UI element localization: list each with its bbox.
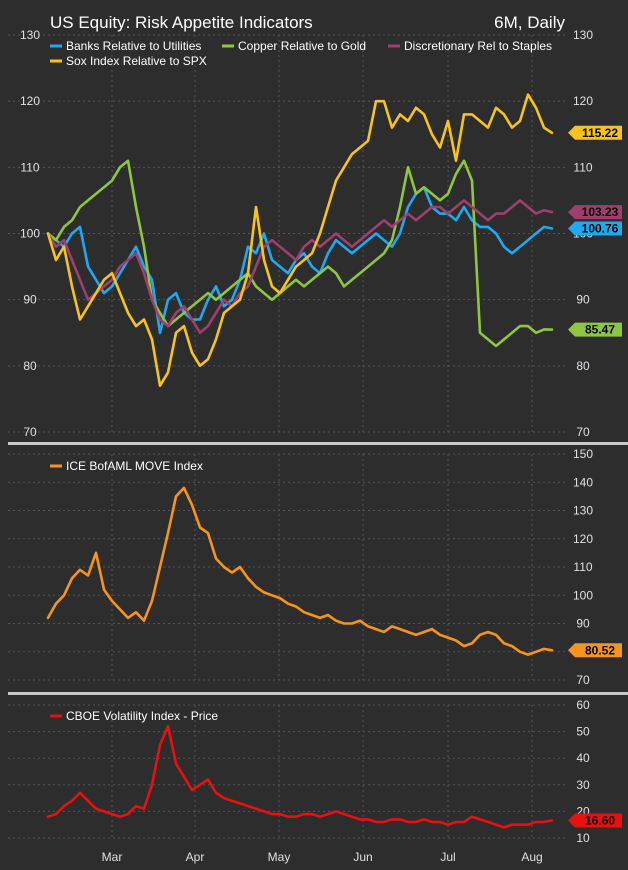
last-value-tag: [568, 813, 622, 828]
y-tick-label-right: 30: [576, 778, 590, 792]
legend-label: Copper Relative to Gold: [238, 39, 366, 53]
chart-title: US Equity: Risk Appetite Indicators: [50, 13, 313, 32]
legend-label: Sox Index Relative to SPX: [66, 54, 207, 68]
last-value-tag: [568, 205, 622, 220]
y-tick-label-left: 100: [20, 227, 40, 241]
y-tick-label-right: 80: [576, 359, 590, 373]
y-tick-label-right: 10: [576, 831, 590, 845]
last-value-label: 115.22: [582, 126, 618, 140]
last-value-tag: [568, 322, 622, 337]
y-tick-label-right: 100: [573, 588, 593, 602]
last-value-label: 100.76: [582, 221, 619, 235]
y-tick-label-right: 140: [573, 475, 593, 489]
y-tick-label-right: 120: [573, 94, 593, 108]
y-tick-label-left: 130: [20, 28, 40, 42]
last-value-label: 85.47: [585, 323, 615, 337]
x-tick-label-aug: Aug: [521, 850, 542, 864]
y-tick-label-right: 70: [576, 425, 590, 439]
y-tick-label-left: 120: [20, 94, 40, 108]
panel-divider-top: [8, 442, 628, 445]
y-tick-label-right: 110: [573, 160, 592, 174]
legend-label: ICE BofAML MOVE Index: [66, 459, 203, 473]
last-value-label: 16.60: [585, 813, 615, 827]
y-tick-label-left: 90: [23, 293, 37, 307]
y-tick-label-right: 130: [573, 504, 593, 518]
y-tick-label-right: 40: [576, 751, 590, 765]
y-tick-label-left: 110: [20, 160, 39, 174]
legend-label: Banks Relative to Utilities: [66, 39, 201, 53]
x-tick-label-may: May: [268, 850, 291, 864]
series-line-banks-relative-to-utilities: [46, 185, 554, 335]
y-tick-label-right: 60: [576, 698, 590, 712]
last-value-label: 80.52: [585, 643, 615, 657]
legend-label: Discretionary Rel to Staples: [404, 39, 552, 53]
x-tick-label-jul: Jul: [440, 850, 455, 864]
plot-layer: 70 70 80 80 90 90 100 100 110 110 120 120 130 130 Bank…: [8, 28, 622, 864]
series-line-cboe-volatility-index-price: [46, 724, 554, 829]
x-tick-label-mar: Mar: [102, 850, 123, 864]
series-line-sox-index-relative-to-spx: [46, 93, 554, 388]
last-value-label: 103.23: [582, 205, 619, 219]
last-value-tag: [568, 221, 622, 236]
series-line-copper-relative-to-gold: [46, 159, 554, 348]
y-tick-label-left: 80: [23, 359, 37, 373]
series-line-ice-bofaml-move-index: [46, 486, 554, 656]
panel-divider-bottom: [8, 692, 628, 695]
y-tick-label-right: 150: [573, 447, 593, 461]
last-value-tag: [568, 125, 622, 140]
y-tick-label-right: 120: [573, 532, 593, 546]
y-tick-label-right: 130: [573, 28, 593, 42]
x-tick-label-apr: Apr: [186, 850, 205, 864]
y-tick-label-right: 90: [576, 617, 590, 631]
legend-label: CBOE Volatility Index - Price: [66, 709, 218, 723]
last-value-tag: [568, 643, 622, 658]
y-tick-label-right: 90: [576, 293, 590, 307]
y-tick-label-left: 70: [23, 425, 37, 439]
y-tick-label-right: 70: [576, 673, 590, 687]
series-line-discretionary-rel-to-staples: [46, 199, 554, 335]
y-tick-label-right: 110: [573, 560, 592, 574]
y-tick-label-right: 50: [576, 725, 590, 739]
chart-period: 6M, Daily: [494, 13, 565, 32]
x-tick-label-jun: Jun: [353, 850, 372, 864]
